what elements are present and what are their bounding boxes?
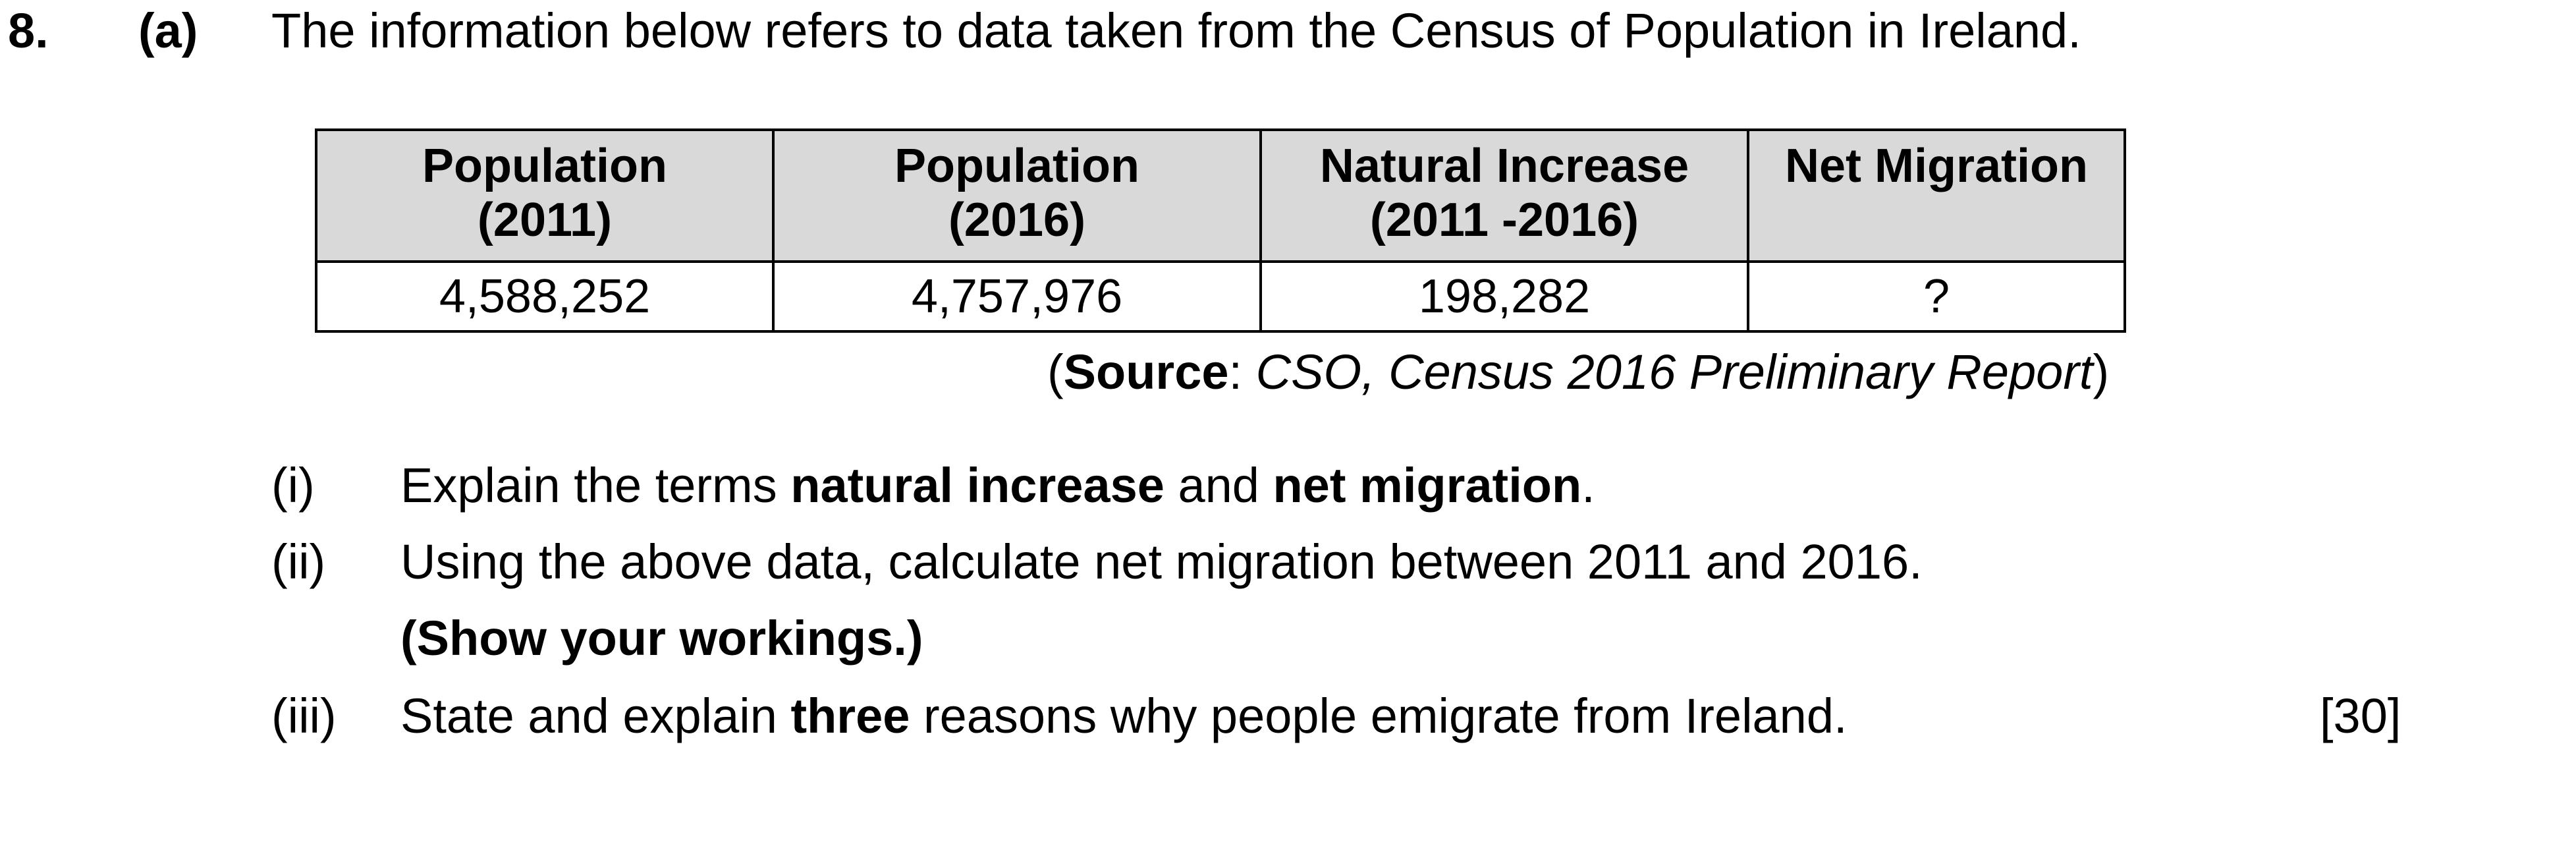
text-run: State and explain bbox=[400, 689, 791, 743]
header-line: (2011) bbox=[477, 194, 613, 246]
subquestion-ii-text: Using the above data, calculate net migr… bbox=[400, 534, 1923, 589]
marks-allocation: [30] bbox=[2320, 689, 2401, 743]
subquestion-i-text: Explain the terms natural increase and n… bbox=[400, 461, 1595, 510]
header-line: (2016) bbox=[948, 194, 1086, 246]
source-label: Source bbox=[1063, 345, 1229, 399]
text-run: and bbox=[1164, 458, 1273, 513]
census-table: Population (2011) Population (2016) Natu… bbox=[315, 128, 2126, 333]
subquestion-i-label: (i) bbox=[271, 458, 315, 513]
subquestion-ii-note: (Show your workings.) bbox=[400, 611, 923, 666]
cell-population-2011: 4,588,252 bbox=[315, 260, 775, 333]
header-line: (2011 -2016) bbox=[1369, 194, 1639, 246]
subquestion-ii-label: (ii) bbox=[271, 534, 326, 589]
header-line: Population bbox=[422, 140, 667, 192]
cell-natural-increase: 198,282 bbox=[1259, 260, 1749, 333]
table-header-row: Population (2011) Population (2016) Natu… bbox=[315, 128, 2126, 263]
question-number: 8. bbox=[8, 3, 49, 58]
source-close-paren: ) bbox=[2093, 345, 2110, 399]
table-source: (Source: CSO, Census 2016 Preliminary Re… bbox=[1047, 348, 2109, 397]
term-net-migration: net migration bbox=[1273, 458, 1582, 513]
table-row: 4,588,252 4,757,976 198,282 ? bbox=[315, 260, 2126, 333]
term-natural-increase: natural increase bbox=[790, 458, 1165, 513]
header-line: Natural Increase bbox=[1319, 140, 1689, 192]
header-net-migration: Net Migration bbox=[1747, 128, 2126, 263]
text-run: reasons why people emigrate from Ireland… bbox=[910, 689, 1848, 743]
cell-net-migration: ? bbox=[1747, 260, 2126, 333]
header-natural-increase: Natural Increase (2011 -2016) bbox=[1259, 128, 1749, 263]
question-intro: The information below refers to data tak… bbox=[271, 3, 2081, 58]
subquestion-iii-label: (iii) bbox=[271, 689, 337, 743]
source-colon: : bbox=[1228, 345, 1256, 399]
header-population-2016: Population (2016) bbox=[772, 128, 1262, 263]
text-run: Explain the terms bbox=[400, 458, 791, 513]
source-open-paren: ( bbox=[1047, 345, 1064, 399]
header-line: Net Migration bbox=[1785, 140, 2088, 192]
source-citation: CSO, Census 2016 Preliminary Report bbox=[1255, 345, 2093, 399]
header-line: Population bbox=[894, 140, 1139, 192]
text-run: . bbox=[1581, 458, 1595, 513]
term-three: three bbox=[790, 689, 910, 743]
cell-population-2016: 4,757,976 bbox=[772, 260, 1262, 333]
subquestion-iii-text: State and explain three reasons why peop… bbox=[400, 692, 1848, 741]
question-part-label: (a) bbox=[138, 3, 198, 58]
header-population-2011: Population (2011) bbox=[315, 128, 775, 263]
